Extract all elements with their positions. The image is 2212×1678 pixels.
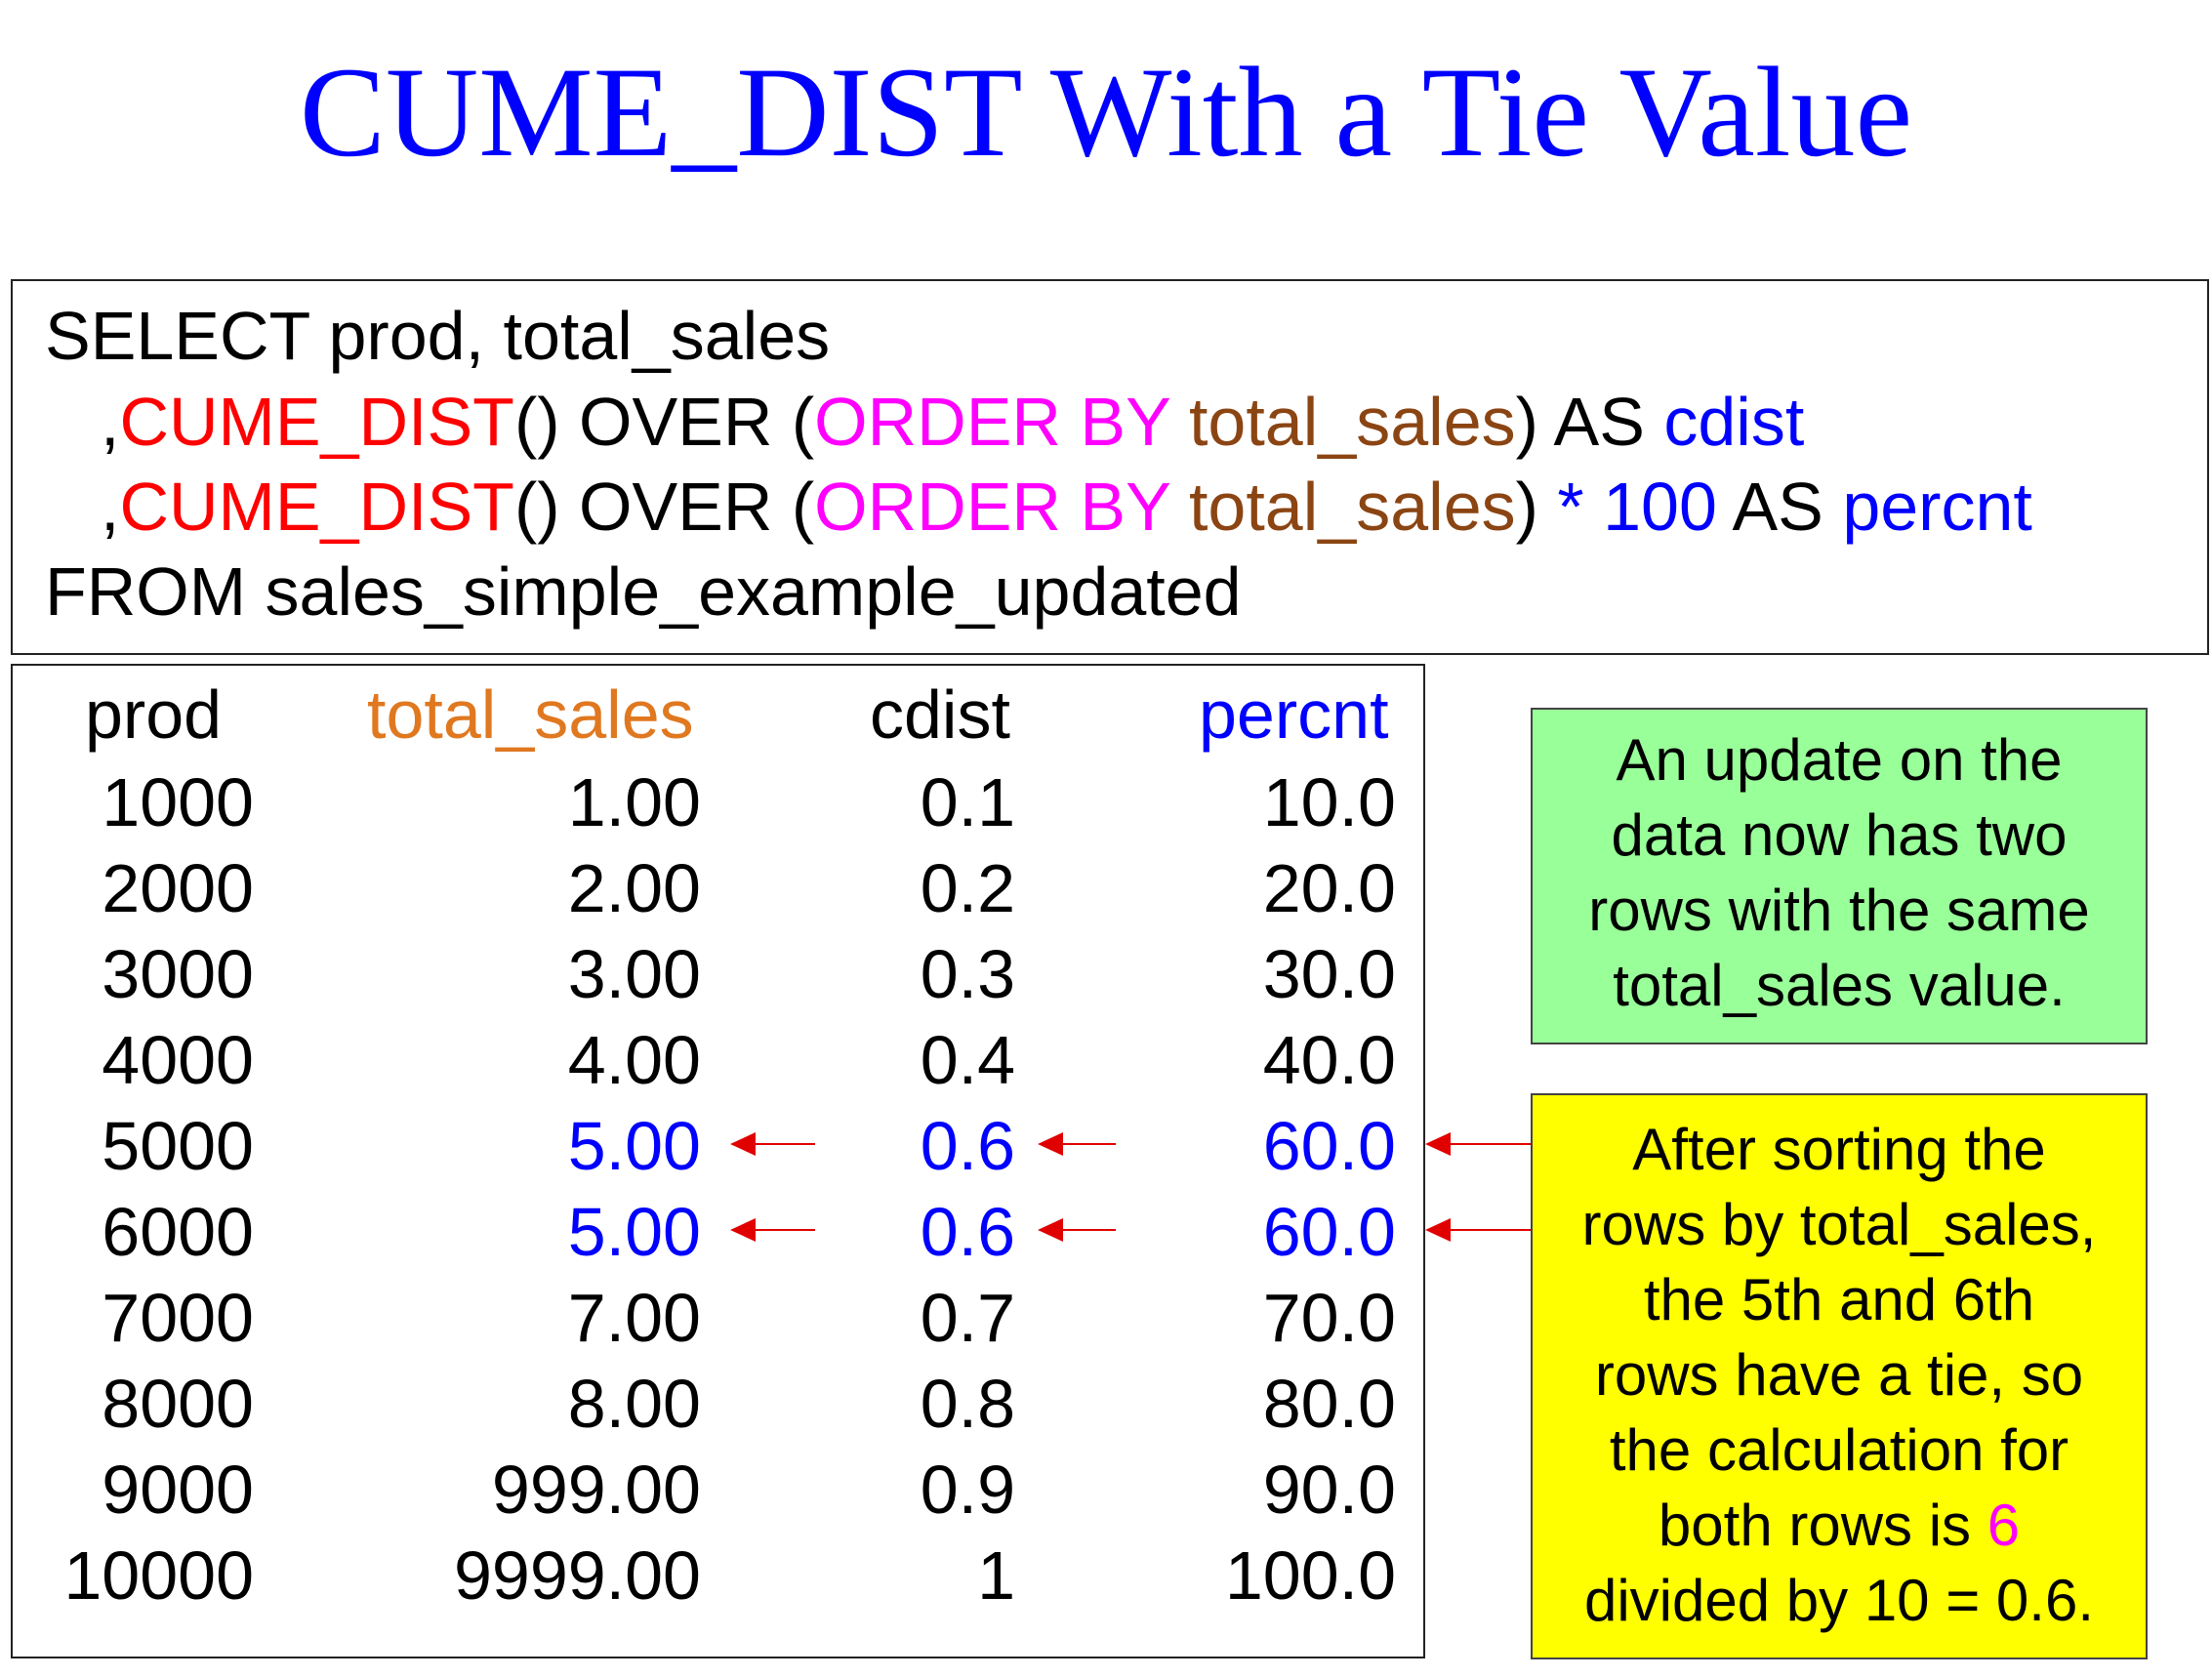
note-line: An update on the — [1616, 727, 2063, 793]
table-cell-percnt: 80.0 — [1262, 1366, 1396, 1442]
table-cell-cdist: 0.1 — [920, 764, 1015, 840]
table-cell-prod: 10000 — [63, 1537, 254, 1614]
table-cell-prod: 1000 — [102, 764, 254, 840]
table-cell-percnt: 70.0 — [1262, 1280, 1396, 1356]
sql-from-clause: FROM sales_simple_example_updated — [45, 553, 1242, 630]
sql-as: AS — [1732, 469, 1823, 545]
note-line: the calculation for — [1609, 1417, 2069, 1483]
table-cell-total-sales: 2.00 — [567, 850, 701, 926]
note-tie-explanation: After sorting the rows by total_sales,the… — [1531, 1093, 2148, 1659]
sql-order-by: ORDER BY — [814, 384, 1170, 460]
note-tie-update: An update on the data now has two rows wit… — [1531, 708, 2148, 1044]
table-cell-prod: 6000 — [102, 1194, 254, 1270]
arrow-head — [1425, 1132, 1451, 1156]
note-line: After sorting the — [1632, 1117, 2046, 1182]
sql-function: CUME_DIST — [119, 384, 514, 460]
sql-over: () OVER ( — [513, 384, 815, 460]
note-line: rows by total_sales, — [1581, 1192, 2097, 1257]
table-cell-prod: 2000 — [102, 850, 254, 926]
sql-alias-cdist: cdist — [1663, 384, 1805, 460]
sql-comma: , — [101, 384, 120, 460]
sql-function: CUME_DIST — [119, 469, 514, 545]
note-line: total_sales value. — [1613, 953, 2066, 1018]
table-cell-cdist: 0.3 — [920, 936, 1015, 1012]
table-cell-cdist: 0.8 — [920, 1366, 1015, 1442]
sql-column: total_sales — [1188, 469, 1516, 545]
table-cell-total-sales: 1.00 — [567, 764, 701, 840]
sql-line-cdist: ,CUME_DIST() OVER (ORDER BY total_sales)… — [101, 383, 1804, 461]
note-line: divided by 10 = 0.6. — [1583, 1568, 2095, 1633]
note-line: data now has two — [1611, 802, 2068, 868]
note-highlight-number: 6 — [1987, 1493, 2021, 1558]
table-cell-percnt: 90.0 — [1262, 1452, 1396, 1528]
table-cell-prod: 4000 — [102, 1022, 254, 1098]
table-cell-total-sales: 5.00 — [567, 1194, 701, 1270]
table-cell-cdist: 0.6 — [920, 1108, 1015, 1184]
sql-query-box: SELECT prod, total_sales ,CUME_DIST() OV… — [11, 279, 2209, 655]
sql-line-from: FROM sales_simple_example_updated — [45, 553, 1242, 631]
table-cell-cdist: 0.6 — [920, 1194, 1015, 1270]
table-cell-cdist: 0.7 — [920, 1280, 1015, 1356]
table-cell-cdist: 1 — [977, 1537, 1015, 1614]
table-cell-prod: 9000 — [102, 1452, 254, 1528]
table-cell-prod: 7000 — [102, 1280, 254, 1356]
result-table: prod total_sales cdist percnt 1000 1.00 0.1 10.… — [11, 664, 1425, 1658]
table-cell-percnt: 20.0 — [1262, 850, 1396, 926]
table-cell-total-sales: 3.00 — [567, 936, 701, 1012]
arrow-head — [1425, 1218, 1451, 1242]
sql-close-paren: ) — [1515, 469, 1538, 545]
table-cell-percnt: 100.0 — [1224, 1537, 1396, 1614]
sql-line-select: SELECT prod, total_sales — [45, 297, 830, 375]
note-line: both rows is 6 — [1533, 1488, 2146, 1563]
sql-multiply: * 100 — [1557, 469, 1717, 545]
sql-line-percnt: ,CUME_DIST() OVER (ORDER BY total_sales)… — [101, 468, 2032, 546]
sql-order-by: ORDER BY — [814, 469, 1170, 545]
table-cell-cdist: 0.2 — [920, 850, 1015, 926]
table-cell-cdist: 0.4 — [920, 1022, 1015, 1098]
sql-comma: , — [101, 469, 120, 545]
column-header-cdist: cdist — [870, 676, 1010, 753]
table-cell-total-sales: 999.00 — [491, 1452, 701, 1528]
sql-as: ) AS — [1515, 384, 1645, 460]
note-line: rows have a tie, so — [1594, 1342, 2084, 1408]
sql-select-clause: SELECT prod, total_sales — [45, 298, 831, 374]
table-cell-prod: 5000 — [102, 1108, 254, 1184]
table-cell-prod: 3000 — [102, 936, 254, 1012]
table-cell-percnt: 60.0 — [1262, 1194, 1396, 1270]
note-text: both rows is — [1658, 1493, 1987, 1558]
table-cell-percnt: 10.0 — [1262, 764, 1396, 840]
table-cell-total-sales: 7.00 — [567, 1280, 701, 1356]
table-cell-total-sales: 9999.00 — [453, 1537, 701, 1614]
table-cell-total-sales: 4.00 — [567, 1022, 701, 1098]
table-cell-total-sales: 8.00 — [567, 1366, 701, 1442]
sql-over: () OVER ( — [513, 469, 815, 545]
table-cell-percnt: 40.0 — [1262, 1022, 1396, 1098]
note-line: the 5th and 6th — [1643, 1267, 2035, 1332]
column-header-total-sales: total_sales — [367, 676, 694, 753]
table-cell-cdist: 0.9 — [920, 1452, 1015, 1528]
column-header-prod: prod — [85, 676, 223, 753]
table-cell-total-sales: 5.00 — [567, 1108, 701, 1184]
sql-alias-percnt: percnt — [1842, 469, 2032, 545]
column-header-percnt: percnt — [1199, 676, 1389, 753]
table-cell-percnt: 30.0 — [1262, 936, 1396, 1012]
slide-title: CUME_DIST With a Tie Value — [299, 40, 1913, 184]
table-cell-percnt: 60.0 — [1262, 1108, 1396, 1184]
sql-column: total_sales — [1188, 384, 1516, 460]
note-line: rows with the same — [1588, 878, 2090, 943]
table-cell-prod: 8000 — [102, 1366, 254, 1442]
